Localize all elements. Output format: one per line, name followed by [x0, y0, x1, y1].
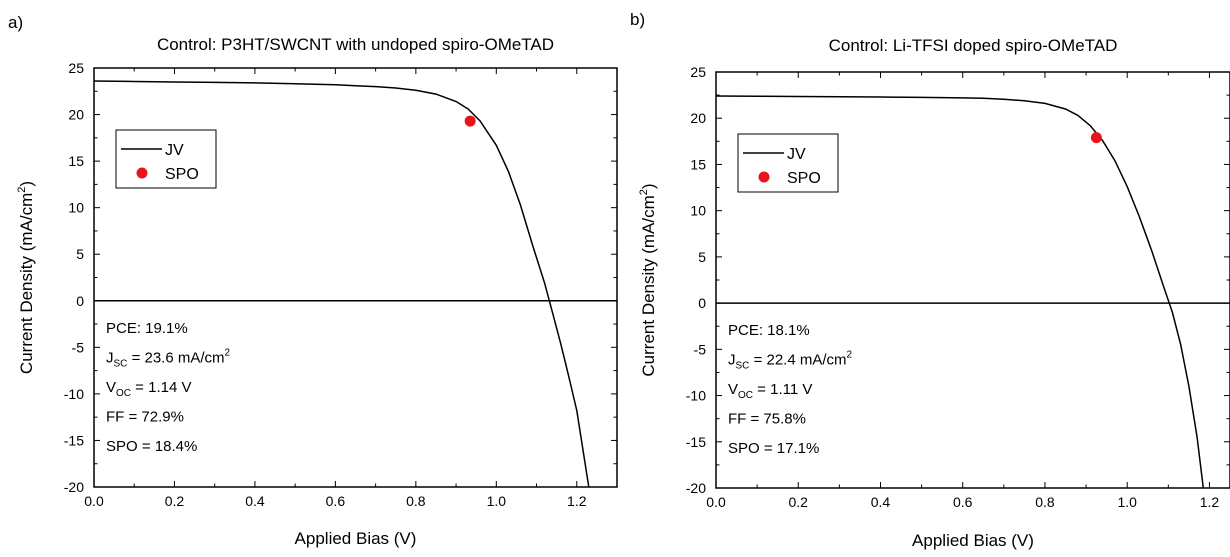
jsc-annotation: JSC = 23.6 mA/cm2 — [106, 347, 231, 369]
x-tick-label: 1.0 — [487, 493, 507, 509]
y-tick-label: 0 — [76, 293, 84, 309]
voc-subscript: OC — [738, 390, 753, 401]
y-tick-label: 10 — [690, 203, 706, 219]
x-tick-label: 1.2 — [1200, 494, 1220, 510]
ff-annotation: FF = 72.9% — [106, 408, 184, 425]
spo-annotation: SPO = 18.4% — [106, 438, 197, 455]
y-tick-label: 25 — [690, 64, 706, 80]
y-axis-label: Current Density (mA/cm2) — [638, 183, 658, 376]
y-tick-label: 5 — [698, 249, 706, 265]
jsc-annotation: JSC = 22.4 mA/cm2 — [728, 350, 853, 372]
x-tick-label: 0.4 — [245, 493, 265, 509]
spo-point — [1090, 132, 1102, 144]
ff-annotation: FF = 75.8% — [728, 411, 806, 428]
legend-box — [115, 129, 217, 189]
y-axis-label-close: ) — [17, 181, 36, 187]
legend-label: JV — [787, 146, 806, 163]
x-tick-label: 0.2 — [789, 494, 809, 510]
x-tick-label: 0.2 — [165, 493, 185, 509]
x-tick-label: 0.6 — [953, 494, 973, 510]
spo-annotation: SPO = 17.1% — [728, 440, 819, 457]
y-tick-label: -15 — [686, 434, 706, 450]
x-tick-label: 1.2 — [567, 493, 587, 509]
chart-panel-1: a) Control: P3HT/SWCNT with undoped spiro… — [8, 13, 618, 548]
y-tick-label: -15 — [64, 432, 84, 448]
y-tick-label: 10 — [68, 200, 84, 216]
jsc-subscript: SC — [114, 358, 128, 369]
voc-annotation: VOC = 1.14 V — [106, 379, 191, 399]
jsc-value: = 22.4 mA/cm — [749, 352, 846, 369]
y-tick-label: 25 — [68, 60, 84, 76]
x-tick-label: 1.0 — [1117, 494, 1137, 510]
voc-symbol: V — [728, 381, 738, 398]
chart-panel-2: b) Control: Li-TFSI doped spiro-OMeTAD 0.0… — [630, 10, 1230, 550]
y-tick-label: -20 — [686, 480, 706, 496]
voc-value: = 1.14 V — [131, 379, 191, 396]
y-tick-label: -10 — [686, 388, 706, 404]
x-axis-label: Applied Bias (V) — [912, 531, 1034, 550]
jsc-unit-superscript: 2 — [225, 347, 231, 358]
y-axis-label: Current Density (mA/cm2) — [16, 181, 36, 374]
legend-label: JV — [165, 142, 184, 159]
legend-label: SPO — [787, 170, 821, 187]
x-tick-label: 0.6 — [326, 493, 346, 509]
y-axis-label-text: Current Density (mA/cm — [639, 195, 658, 376]
jsc-symbol: J — [728, 352, 736, 369]
legend-dot-symbol — [136, 167, 148, 179]
y-axis-label-superscript: 2 — [638, 189, 650, 195]
panel-label: b) — [630, 10, 645, 29]
legend-dot-symbol — [758, 171, 770, 183]
pce-annotation: PCE: 18.1% — [728, 322, 810, 339]
voc-annotation: VOC = 1.11 V — [728, 381, 812, 401]
pce-annotation: PCE: 19.1% — [106, 320, 188, 337]
y-tick-label: 0 — [698, 295, 706, 311]
jv-curve — [94, 80, 590, 487]
jsc-symbol: J — [106, 349, 114, 366]
y-tick-label: 20 — [690, 110, 706, 126]
y-tick-label: 5 — [76, 246, 84, 262]
x-tick-label: 0.8 — [406, 493, 426, 509]
x-axis-label: Applied Bias (V) — [295, 529, 417, 548]
y-tick-label: -10 — [64, 386, 84, 402]
y-tick-label: -20 — [64, 479, 84, 495]
jsc-unit-superscript: 2 — [847, 350, 853, 361]
voc-subscript: OC — [116, 388, 131, 399]
x-tick-label: 0.0 — [706, 494, 726, 510]
y-tick-label: 20 — [68, 107, 84, 123]
y-axis-label-text: Current Density (mA/cm — [17, 193, 36, 374]
panel-label: a) — [8, 13, 23, 32]
spo-point — [464, 115, 476, 127]
y-axis-label-close: ) — [639, 183, 658, 189]
legend-label: SPO — [165, 166, 199, 183]
plot-data — [94, 80, 590, 487]
plot-data — [716, 95, 1205, 488]
x-tick-label: 0.8 — [1035, 494, 1055, 510]
jsc-value: = 23.6 mA/cm — [127, 349, 224, 366]
x-tick-label: 0.4 — [871, 494, 891, 510]
x-tick-label: 0.0 — [84, 493, 104, 509]
y-tick-label: -5 — [72, 339, 85, 355]
chart-title: Control: Li-TFSI doped spiro-OMeTAD — [829, 36, 1118, 55]
jsc-subscript: SC — [736, 361, 750, 372]
y-axis-label-superscript: 2 — [16, 187, 28, 193]
voc-symbol: V — [106, 379, 116, 396]
y-tick-label: 15 — [68, 153, 84, 169]
jv-curve — [716, 95, 1205, 488]
legend-box — [737, 133, 839, 193]
y-tick-label: 15 — [690, 156, 706, 172]
chart-title: Control: P3HT/SWCNT with undoped spiro-O… — [157, 35, 554, 54]
y-tick-label: -5 — [694, 341, 707, 357]
voc-value: = 1.11 V — [753, 381, 812, 398]
